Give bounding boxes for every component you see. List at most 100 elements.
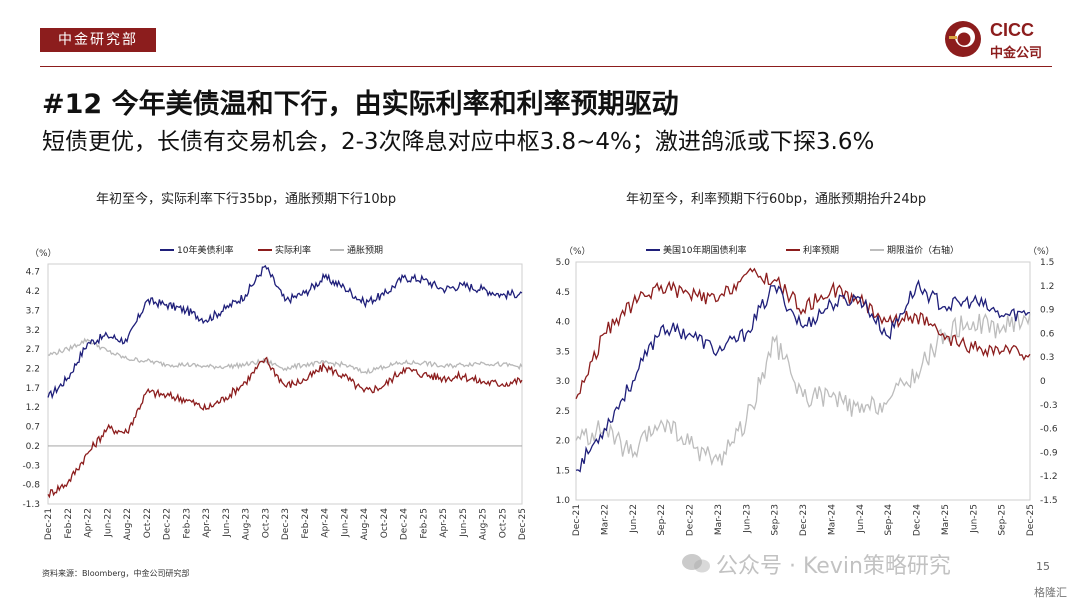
slide-subtitle: 短债更优，长债有交易机会，2-3次降息对应中枢3.8~4%；激进鸽派或下探3.6…: [42, 129, 875, 155]
left-y-tick-label: 4.2: [26, 287, 40, 297]
left-x-tick-label: Aug-25: [479, 508, 489, 540]
right-series-line: [575, 267, 1031, 400]
left-x-tick-label: Jun-25: [459, 508, 469, 538]
page-number: 15: [1036, 560, 1050, 573]
logo-text-en: CICC: [990, 20, 1034, 40]
department-tag: 中金研究部: [40, 28, 156, 52]
left-y-tick-label: 3.2: [26, 326, 40, 336]
left-x-tick-label: Oct-25: [498, 508, 508, 538]
right-y2-tick-label: -1.5: [1040, 496, 1058, 506]
right-x-tick-label: Jun-22: [629, 504, 639, 534]
left-x-tick-label: Aug-24: [360, 508, 370, 541]
left-x-tick-label: Dec-24: [400, 508, 410, 540]
right-y2-tick-label: 0.3: [1040, 353, 1054, 363]
left-x-tick-label: Dec-21: [44, 508, 54, 540]
left-x-tick-label: Feb-25: [419, 508, 429, 539]
left-x-tick-label: Oct-22: [143, 508, 153, 538]
source-note: 资料来源：Bloomberg，中金公司研究部: [42, 569, 190, 578]
left-y-unit: （%）: [30, 248, 57, 259]
right-legend-label: 美国10年期国债利率: [663, 244, 746, 256]
right-x-tick-label: Dec-24: [913, 504, 923, 536]
left-line-chart: （%） 4.7 4.2 3.7 3.2 2.7 2.2 1.7 1.2 0.7 0.2 -0.3 -0.…: [22, 244, 528, 541]
left-series-line: [47, 264, 523, 400]
slide-title: #12 今年美债温和下行，由实际利率和利率预期驱动: [42, 89, 679, 120]
left-x-tick-label: Apr-25: [439, 508, 449, 538]
right-x-tick-label: Mar-25: [941, 504, 951, 535]
right-y2-unit: （%）: [1028, 246, 1055, 257]
left-x-tick-label: Oct-23: [261, 508, 271, 538]
right-y2-tick-label: 1.5: [1040, 258, 1054, 268]
left-series-line: [47, 337, 523, 375]
left-chart-title: 年初至今，实际利率下行35bp，通胀预期下行10bp: [96, 192, 397, 207]
left-x-tick-label: Aug-23: [242, 508, 252, 540]
left-x-tick-label: Apr-23: [202, 508, 212, 538]
right-x-tick-label: Mar-24: [827, 504, 837, 535]
right-chart-title: 年初至今，利率预期下行60bp，通胀预期抬升24bp: [626, 192, 927, 207]
wechat-icon: [682, 554, 710, 573]
left-legend-label: 实际利率: [275, 244, 311, 256]
left-x-tick-label: Jun-24: [340, 508, 350, 538]
right-x-tick-label: Dec-25: [1026, 504, 1036, 536]
left-x-tick-label: Apr-24: [321, 508, 331, 538]
right-y2-tick-label: -0.6: [1040, 425, 1058, 435]
right-y-tick-label: 3.0: [556, 377, 571, 387]
right-y2-tick-label: 1.2: [1040, 282, 1054, 292]
right-y2-tick-label: -0.9: [1040, 448, 1058, 458]
right-x-tick-label: Sep-22: [657, 504, 667, 536]
right-y-tick-label: 4.5: [556, 288, 570, 298]
left-x-tick-label: Oct-24: [380, 508, 390, 539]
right-x-tick-label: Dec-23: [799, 504, 809, 536]
left-y-tick-label: 0.7: [26, 423, 40, 433]
right-series-line: [575, 279, 1031, 473]
header-divider: [40, 66, 1052, 67]
right-y2-tick-label: 0.9: [1040, 306, 1055, 316]
right-y-tick-label: 1.5: [556, 466, 570, 476]
right-y2-tick-label: -0.3: [1040, 401, 1058, 411]
left-series-line: [47, 356, 523, 499]
left-y-tick-label: 1.7: [26, 384, 40, 394]
right-y-unit: （%）: [564, 246, 591, 257]
left-x-tick-label: Apr-22: [84, 508, 94, 538]
left-x-tick-label: Aug-22: [123, 508, 133, 540]
left-y-tick-label: 1.2: [26, 403, 40, 413]
left-y-tick-label: -0.3: [22, 461, 40, 471]
left-x-tick-label: Feb-24: [301, 508, 311, 539]
left-y-tick-label: 2.2: [26, 365, 40, 375]
right-x-tick-label: Jun-24: [856, 504, 866, 534]
left-y-tick-label: 4.7: [26, 268, 40, 278]
left-x-tick-label: Feb-23: [182, 508, 192, 539]
right-x-tick-label: Dec-22: [686, 504, 696, 536]
left-y-tick-label: -0.8: [22, 481, 40, 491]
right-x-tick-label: Sep-23: [771, 504, 781, 536]
right-y2-tick-label: 0.6: [1040, 329, 1055, 339]
cicc-logo: CICC 中金公司: [944, 18, 1060, 62]
left-x-tick-label: Dec-22: [163, 508, 173, 540]
right-y2-tick-label: -1.2: [1040, 472, 1058, 482]
watermark-text: 公众号 · Kevin策略研究: [716, 554, 951, 579]
right-y-tick-label: 1.0: [556, 496, 571, 506]
left-legend-label: 10年美债利率: [177, 244, 233, 256]
left-x-tick-label: Jun-22: [103, 508, 113, 538]
left-x-tick-label: Jun-23: [222, 508, 232, 538]
right-x-tick-label: Sep-24: [884, 504, 894, 536]
right-y-tick-label: 3.5: [556, 347, 570, 357]
right-x-tick-label: Dec-21: [572, 504, 582, 536]
right-line-chart: （%） （%）5.04.54.03.53.02.52.01.51.01.51.20…: [556, 244, 1058, 536]
right-y-tick-label: 5.0: [556, 258, 571, 268]
right-y2-tick-label: 0: [1040, 377, 1046, 387]
right-x-tick-label: Mar-22: [600, 504, 610, 535]
left-x-tick-label: Dec-23: [281, 508, 291, 540]
left-y-tick-label: 3.7: [26, 306, 40, 316]
right-plot-frame: [575, 261, 1031, 501]
right-legend-label: 利率预期: [803, 244, 839, 256]
right-y-tick-label: 2.0: [556, 437, 571, 447]
cicc-logo-icon: [945, 21, 981, 57]
left-y-tick-label: 2.7: [26, 345, 40, 355]
right-x-tick-label: Mar-23: [714, 504, 724, 535]
left-y-tick-label: -1.3: [22, 500, 40, 510]
watermark-secondary: 格隆汇: [1034, 586, 1067, 599]
left-x-tick-label: Dec-25: [518, 508, 528, 540]
right-y-tick-label: 2.5: [556, 407, 570, 417]
left-y-tick-label: 0.2: [26, 442, 40, 452]
right-legend-label: 期限溢价（右轴）: [887, 244, 959, 256]
